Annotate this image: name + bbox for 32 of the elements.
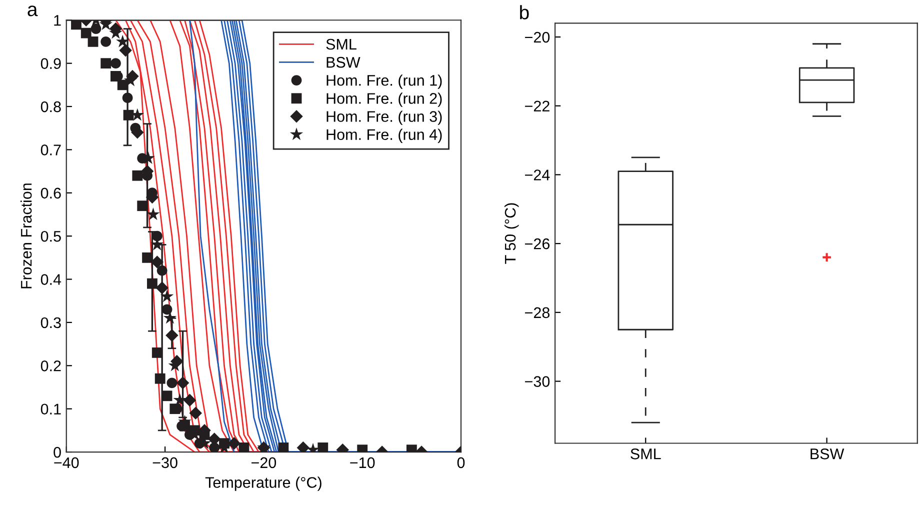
y-axis-title: T 50 (°C): [504, 203, 519, 264]
legend-label: Hom. Fre. (run 2): [326, 92, 442, 107]
y-tick-label: 0.7: [40, 144, 61, 156]
y-tick-label: 1: [54, 15, 61, 26]
x-axis-title: Temperature (°C): [205, 476, 322, 491]
x-tick-label: −20: [251, 457, 276, 468]
legend-label: Hom. Fre. (run 1): [326, 74, 442, 89]
y-tick-label: −22: [525, 100, 550, 112]
y-tick-label: −24: [525, 170, 550, 180]
legend-label: BSW: [326, 56, 360, 68]
y-axis-title: Frozen Fraction: [20, 184, 32, 288]
y-tick-label: 0.2: [40, 360, 61, 372]
chart-title: b: [520, 5, 529, 20]
y-tick-label: 0.1: [40, 404, 61, 415]
x-tick-label: −10: [350, 457, 375, 468]
y-tick-label: 0.3: [40, 317, 61, 328]
legend-label: SML: [326, 38, 356, 50]
y-tick-label: 0.4: [40, 274, 62, 285]
chart-title: a: [28, 6, 38, 16]
x-tick-label: −30: [152, 457, 178, 468]
y-tick-label: 0.5: [40, 230, 61, 242]
x-tick-label: 0: [457, 457, 465, 468]
x-tick-label: −40: [54, 457, 79, 468]
legend-label: Hom. Fre. (run 4): [326, 128, 442, 143]
y-tick-label: 0.6: [40, 188, 61, 199]
y-tick-label: 0.9: [40, 58, 61, 69]
legend-label: Hom. Fre. (run 3): [326, 110, 442, 125]
y-tick-label: −28: [525, 307, 550, 318]
y-tick-label: −20: [525, 32, 550, 43]
y-tick-label: −30: [525, 376, 550, 387]
y-tick-label: 0.8: [40, 101, 61, 112]
y-tick-label: −26: [525, 238, 550, 250]
